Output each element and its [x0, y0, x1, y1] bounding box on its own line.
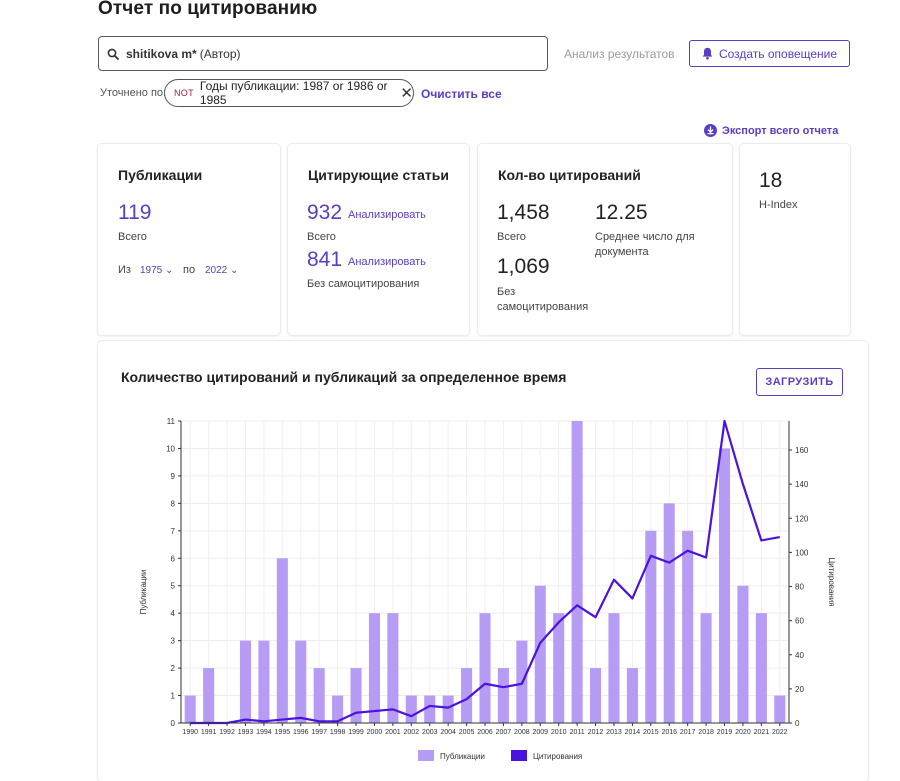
- analyze-results-button[interactable]: Анализ результатов: [564, 47, 675, 61]
- citations-total: 1,458: [497, 201, 550, 224]
- filter-chip[interactable]: NOT Годы публикации: 1987 or 1986 or 198…: [164, 79, 414, 107]
- publications-count[interactable]: 119: [118, 201, 152, 224]
- citations-title: Кол-во цитирований: [498, 167, 641, 183]
- average-citations-label-line2: документа: [595, 246, 649, 258]
- analyze-citing-link[interactable]: Анализировать: [348, 209, 426, 221]
- refined-by-label: Уточнено по:: [100, 87, 167, 99]
- average-citations-label-line1: Среднее число для: [595, 231, 695, 243]
- search-box[interactable]: shitikova m* (Автор): [98, 36, 548, 71]
- publications-card: Публикации 119 Всего Из 1975 ⌄ по 2022 ⌄: [98, 144, 280, 335]
- chart-card: Количество цитирований и публикаций за о…: [98, 341, 868, 781]
- citations-total-label: Всего: [497, 231, 526, 243]
- citing-articles-title: Цитирующие статьи: [308, 167, 449, 183]
- not-tag: NOT: [174, 88, 194, 98]
- from-year-select[interactable]: 1975 ⌄: [140, 265, 173, 276]
- chevron-down-icon: ⌄: [230, 265, 239, 276]
- bell-icon: [702, 47, 713, 60]
- from-year-value: 1975: [140, 265, 163, 276]
- citing-total[interactable]: 932: [307, 201, 343, 224]
- publications-count-label: Всего: [118, 231, 147, 243]
- publications-title: Публикации: [118, 167, 203, 183]
- citing-articles-card: Цитирующие статьи 932 Анализировать Всег…: [288, 144, 469, 335]
- average-citations: 12.25: [595, 201, 648, 224]
- download-button[interactable]: ЗАГРУЗИТЬ: [756, 368, 843, 396]
- citing-total-label: Всего: [307, 231, 336, 243]
- export-report-label: Экспорт всего отчета: [722, 124, 839, 137]
- chevron-down-icon: ⌄: [165, 265, 174, 276]
- create-alert-label: Создать оповещение: [718, 46, 838, 61]
- search-icon: [107, 48, 119, 60]
- citing-without-self[interactable]: 841: [307, 248, 343, 271]
- citations-without-self-label-line2: самоцитирования: [497, 301, 589, 313]
- analyze-citing-without-self-link[interactable]: Анализировать: [348, 256, 426, 268]
- citations-card: Кол-во цитирований 1,458 Всего 12.25 Сре…: [478, 144, 732, 335]
- page-title: Отчет по цитированию: [98, 0, 318, 19]
- to-year-select[interactable]: 2022 ⌄: [205, 265, 238, 276]
- filter-chip-text: Годы публикации: 1987 or 1986 or 1985: [199, 79, 388, 107]
- chart-title: Количество цитирований и публикаций за о…: [121, 369, 567, 385]
- search-query: shitikova m*: [126, 46, 197, 61]
- citing-without-self-label: Без самоцитирования: [307, 278, 420, 290]
- citations-without-self: 1,069: [497, 255, 550, 278]
- download-icon: [704, 124, 717, 137]
- h-index-card: 18 H-Index: [740, 144, 850, 335]
- search-field-label: (Автор): [199, 46, 241, 61]
- to-year-value: 2022: [205, 265, 228, 276]
- create-alert-button[interactable]: Создать оповещение: [689, 40, 850, 67]
- from-label: Из: [118, 264, 131, 276]
- citations-without-self-label-line1: Без: [497, 286, 516, 298]
- to-label: по: [183, 264, 196, 276]
- h-index-label: H-Index: [759, 199, 798, 211]
- h-index-value: 18: [759, 169, 783, 192]
- export-report-link[interactable]: Экспорт всего отчета: [704, 124, 838, 137]
- clear-all-button[interactable]: Очистить все: [421, 87, 502, 101]
- close-icon[interactable]: ✕: [400, 84, 413, 102]
